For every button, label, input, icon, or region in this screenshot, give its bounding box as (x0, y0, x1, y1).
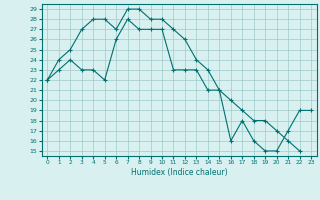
X-axis label: Humidex (Indice chaleur): Humidex (Indice chaleur) (131, 168, 228, 177)
